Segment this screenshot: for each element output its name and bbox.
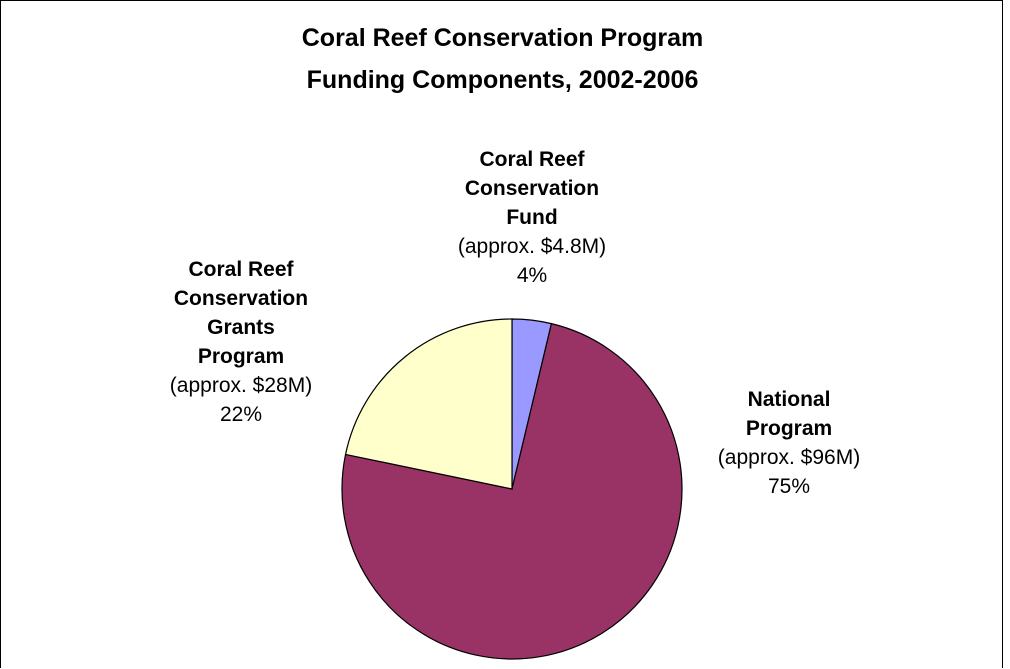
slice-label-percent: 75% — [767, 475, 811, 498]
chart-title-line-1: Coral Reef Conservation Program — [301, 24, 704, 52]
pie-slice-national-program — [341, 322, 683, 660]
slice-label-name-line: Coral Reef — [479, 148, 585, 171]
slice-label-name-line: Conservation — [173, 287, 309, 310]
slice-label-name-line: Grants — [207, 316, 275, 339]
slice-label-name-line: Coral Reef — [188, 258, 294, 281]
slice-label-name-line: Fund — [506, 206, 558, 229]
slice-label-conservation-fund: Coral Reef Conservation Fund (approx. $4… — [401, 145, 663, 290]
chart-title-line-2: Funding Components, 2002-2006 — [306, 66, 699, 94]
slice-label-name-line: Program — [745, 417, 833, 440]
slice-label-amount: (approx. $4.8M) — [457, 235, 607, 258]
slice-label-percent: 4% — [516, 264, 548, 287]
slice-label-amount: (approx. $28M) — [169, 374, 313, 397]
slice-label-name-line: Conservation — [464, 177, 600, 200]
slice-label-grants-program: Coral Reef Conservation Grants Program (… — [125, 255, 357, 429]
slice-label-percent: 22% — [219, 403, 263, 426]
slice-label-amount: (approx. $96M) — [717, 446, 861, 469]
slice-label-name-line: National — [747, 388, 831, 411]
slice-label-national-program: National Program (approx. $96M) 75% — [673, 385, 905, 501]
slice-label-name-line: Program — [197, 345, 285, 368]
pie-slice-grants-program — [344, 318, 513, 490]
